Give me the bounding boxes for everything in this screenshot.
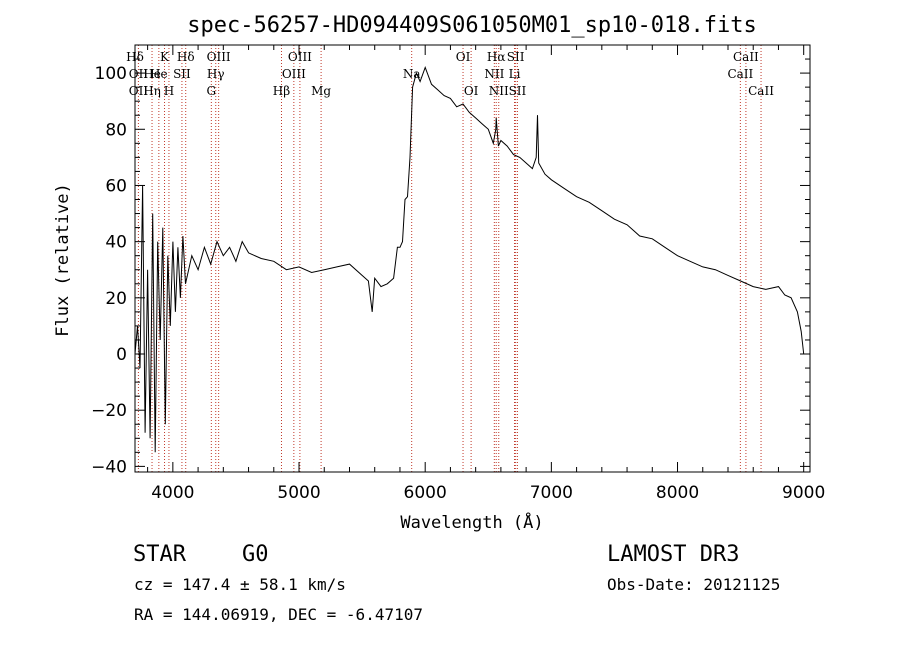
spectral-line-label: SII xyxy=(507,50,525,64)
x-tick-label: 7000 xyxy=(530,483,573,503)
spectral-line-label: G xyxy=(207,84,217,98)
y-axis-ticks: −40 −20 0 20 40 60 80 100 xyxy=(91,44,810,477)
x-axis-label: Wavelength (Å) xyxy=(400,511,543,533)
y-tick-label: 0 xyxy=(116,345,127,365)
spectral-line-label: He xyxy=(143,67,161,81)
y-tick-label: −20 xyxy=(91,401,127,421)
spectral-line-label: H xyxy=(164,84,174,98)
spectral-line-label: CaII xyxy=(727,67,753,81)
x-tick-label: 4000 xyxy=(151,483,194,503)
x-tick-label: 6000 xyxy=(404,483,447,503)
spectral-line-label: NII xyxy=(484,67,504,81)
spectral-line-label: Hα xyxy=(487,50,506,64)
coordinates: RA = 144.06919, DEC = -6.47107 xyxy=(134,605,423,624)
x-tick-label: 9000 xyxy=(782,483,825,503)
y-tick-label: 100 xyxy=(95,64,127,84)
spectral-line-label: Hβ xyxy=(273,84,290,98)
spectral-line-label: Hδ xyxy=(177,50,195,64)
spectral-line-label: Li xyxy=(509,67,521,81)
y-tick-label: 40 xyxy=(105,233,127,253)
y-tick-label: −40 xyxy=(91,457,127,477)
spectral-line-label: He xyxy=(150,67,168,81)
spectral-line-label: OI xyxy=(456,50,471,64)
spectral-line-label: SII xyxy=(173,67,191,81)
spectral-line-label: OIII xyxy=(207,50,231,64)
y-axis-label: Flux (relative) xyxy=(53,183,73,337)
object-class: STAR xyxy=(133,542,187,567)
spectral-line-label: OII xyxy=(129,67,149,81)
spectral-line-label: Na xyxy=(403,67,421,81)
y-tick-label: 20 xyxy=(105,289,127,309)
spectral-line-label: OIII xyxy=(282,67,306,81)
spectral-line-label: OII xyxy=(129,84,149,98)
spectral-line-label: OIII xyxy=(288,50,312,64)
spectral-line-label: Hγ xyxy=(207,67,225,81)
spectral-line-label: CaII xyxy=(733,50,759,64)
spectral-line-label: CaII xyxy=(748,84,774,98)
chart-title: spec-56257-HD094409S061050M01_sp10-018.f… xyxy=(187,13,757,38)
spectral-line-markers xyxy=(134,45,762,472)
x-axis-ticks: 4000 5000 6000 7000 8000 9000 xyxy=(147,45,825,503)
observation-date: Obs-Date: 20121125 xyxy=(607,575,780,594)
survey-name: LAMOST DR3 xyxy=(607,542,739,567)
spectral-line-label: Mg xyxy=(311,84,331,98)
spectral-line-label: Hη xyxy=(143,84,161,98)
redshift-value: cz = 147.4 ± 58.1 km/s xyxy=(134,575,346,594)
spectral-line-label: NII xyxy=(489,84,509,98)
x-tick-label: 8000 xyxy=(656,483,699,503)
plot-frame xyxy=(134,44,811,473)
spectral-line-label: SII xyxy=(509,84,527,98)
x-tick-label: 5000 xyxy=(277,483,320,503)
y-tick-label: 60 xyxy=(105,176,127,196)
object-subclass: G0 xyxy=(242,542,269,567)
spectral-line-label: OI xyxy=(464,84,479,98)
spectrum-series-line xyxy=(134,66,805,453)
y-tick-label: 80 xyxy=(105,120,127,140)
spectral-line-label: K xyxy=(160,50,170,64)
